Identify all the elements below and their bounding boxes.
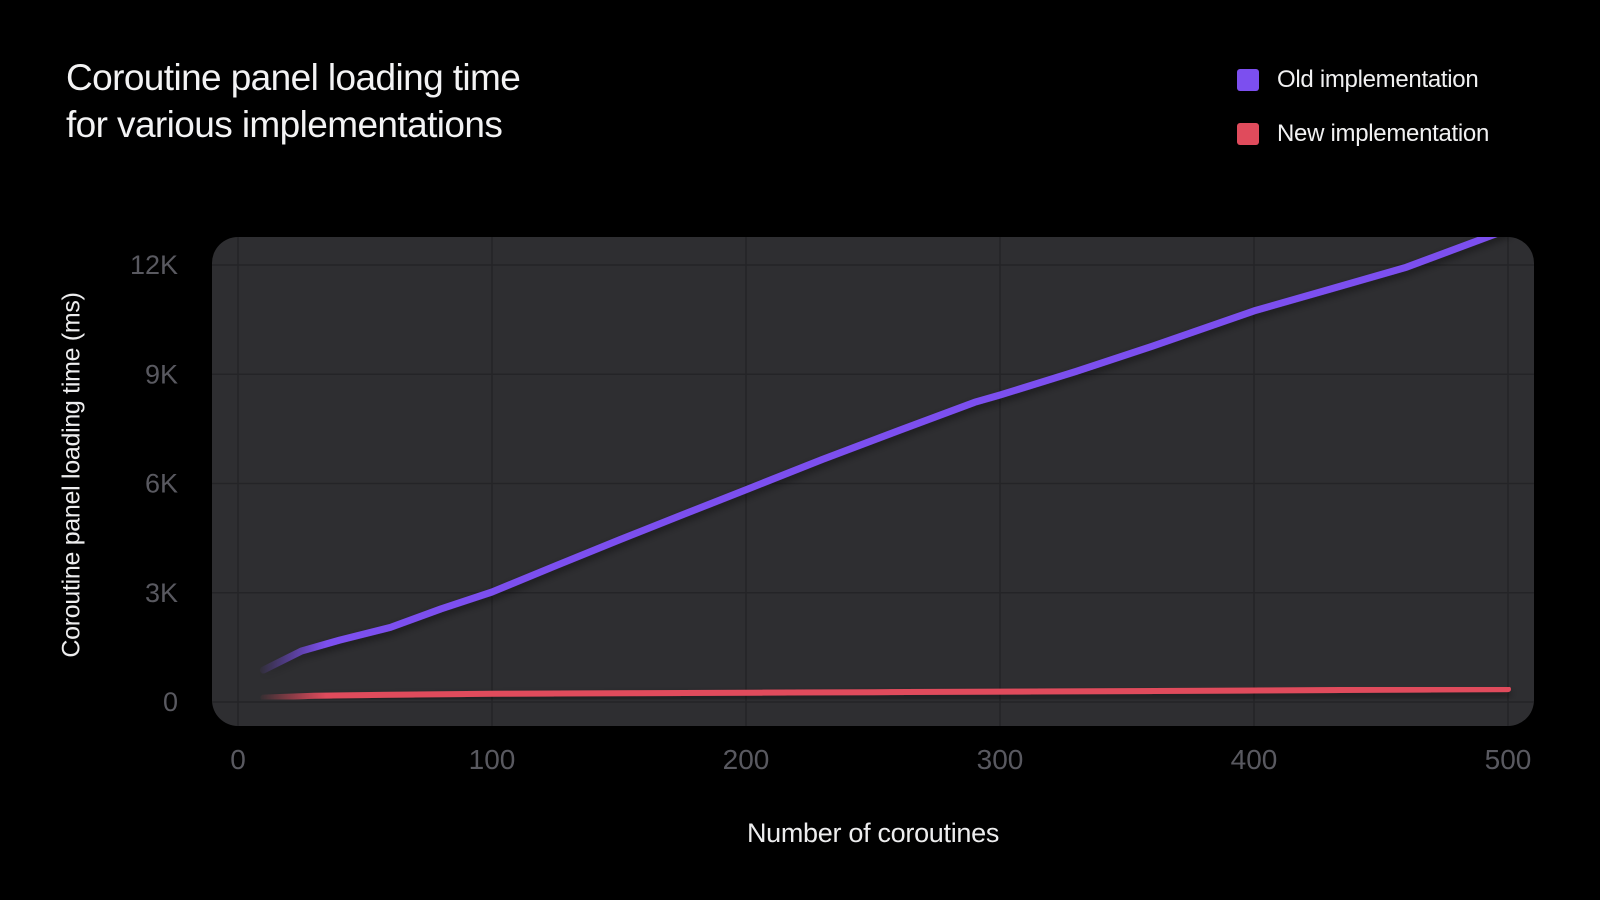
y-tick-label-9K: 9K — [145, 359, 178, 389]
y-tick-label-0: 0 — [163, 687, 178, 717]
y-tick-label-6K: 6K — [145, 469, 178, 499]
x-tick-label-500: 500 — [1485, 744, 1532, 775]
x-axis-label: Number of coroutines — [746, 818, 1000, 848]
gridlines — [212, 237, 1534, 726]
legend-label-old: Old implementation — [1277, 66, 1479, 93]
legend-swatch-old-icon — [1237, 69, 1259, 91]
legend-label-new: New implementation — [1277, 120, 1490, 147]
chart-title-line2: for various implementations — [66, 104, 503, 145]
chart-title: Coroutine panel loading time for various… — [66, 54, 521, 148]
legend-item-old-implementation[interactable]: Old implementation — [1237, 66, 1489, 94]
x-tick-label-200: 200 — [723, 744, 770, 775]
legend-swatch-new-icon — [1237, 123, 1259, 145]
y-axis-label: Coroutine panel loading time (ms) — [57, 292, 86, 658]
x-tick-label-400: 400 — [1231, 744, 1278, 775]
y-tick-label-12K: 12K — [130, 250, 178, 280]
y-tick-label-3K: 3K — [145, 578, 178, 608]
x-tick-label-300: 300 — [977, 744, 1024, 775]
series-line-new-implementation — [260, 686, 1511, 701]
plot-area — [212, 237, 1534, 726]
x-tick-label-0: 0 — [230, 744, 246, 775]
legend: Old implementation New implementation — [1237, 66, 1489, 148]
series-line-old-implementation — [259, 237, 1512, 674]
legend-item-new-implementation[interactable]: New implementation — [1237, 120, 1489, 148]
x-tick-label-100: 100 — [469, 744, 516, 775]
chart-title-line1: Coroutine panel loading time — [66, 57, 521, 98]
